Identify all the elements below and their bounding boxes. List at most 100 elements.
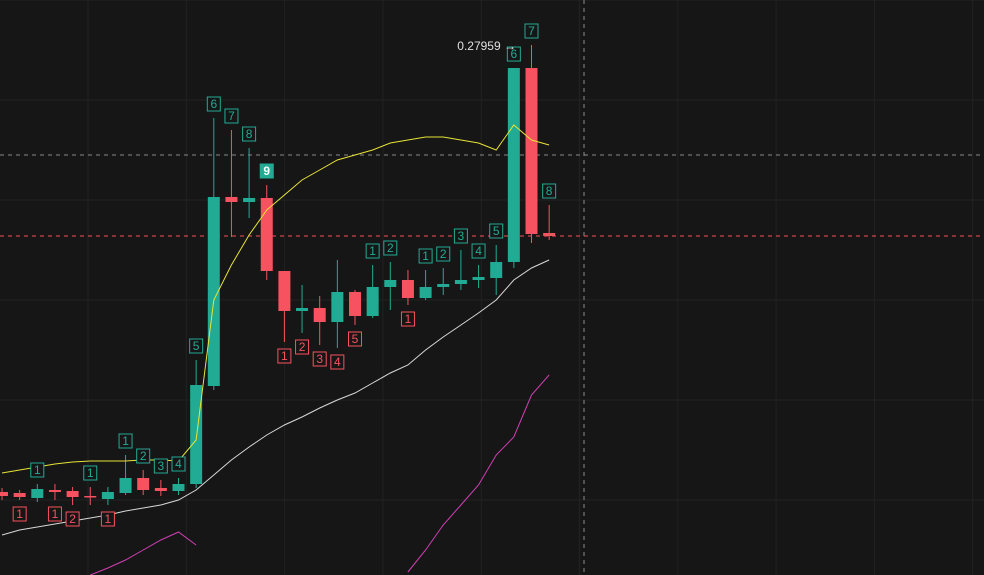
candle-body <box>13 493 26 497</box>
setup-label: 2 <box>69 512 76 526</box>
setup-label: 1 <box>122 434 129 448</box>
setup-box <box>277 348 292 364</box>
setup-box <box>47 506 62 522</box>
setup-label: 3 <box>458 229 465 243</box>
candle-body <box>507 68 520 263</box>
candle-body <box>137 478 150 490</box>
setup-label: 7 <box>228 109 235 123</box>
setup-box <box>542 183 557 199</box>
setup-label: 1 <box>105 512 112 526</box>
setup-label: 3 <box>316 352 323 366</box>
setup-box <box>312 351 327 367</box>
setup-box <box>383 240 398 256</box>
setup-box <box>153 458 168 474</box>
candle-body <box>225 197 238 202</box>
setup-label: 7 <box>528 24 535 38</box>
candle-body <box>296 308 309 311</box>
candle-body <box>454 280 467 284</box>
candle-body <box>278 271 291 311</box>
setup-box <box>118 433 133 449</box>
indicator-line <box>1 124 550 474</box>
setup-label: 6 <box>210 97 217 111</box>
setup-label: 8 <box>246 127 253 141</box>
setup-label: 8 <box>546 184 553 198</box>
candle-body <box>66 491 79 497</box>
setup-label: 1 <box>369 244 376 258</box>
setup-label: 2 <box>387 241 394 255</box>
setup-box <box>100 511 115 527</box>
setup-box <box>330 354 345 370</box>
setup-box <box>65 511 80 527</box>
setup-box <box>365 243 380 259</box>
setup-box <box>418 248 433 264</box>
setup-box <box>83 465 98 481</box>
candle-body <box>331 292 344 322</box>
setup-label: 9 <box>263 164 270 178</box>
candle-body <box>384 280 397 287</box>
setup-box <box>12 506 27 522</box>
setup-box <box>224 108 239 124</box>
candle-body <box>172 484 185 491</box>
setup-label: 3 <box>158 459 165 473</box>
setup-label: 5 <box>193 339 200 353</box>
candle-body <box>119 478 132 493</box>
setup-label: 6 <box>511 47 518 61</box>
candle-body <box>84 496 97 498</box>
setup-label: 4 <box>475 244 482 258</box>
setup-label: 1 <box>16 507 23 521</box>
setup-box <box>436 246 451 262</box>
candle-body <box>0 492 8 496</box>
candle-body <box>154 488 167 491</box>
setup-box <box>189 338 204 354</box>
setup-label: 1 <box>34 463 41 477</box>
setup-label: 1 <box>422 249 429 263</box>
indicator-line <box>90 374 550 575</box>
candle-body <box>525 68 538 235</box>
setup-label: 4 <box>175 457 182 471</box>
setup-box <box>259 163 274 179</box>
setup-label: 4 <box>334 355 341 369</box>
setup-box <box>136 448 151 464</box>
setup-box <box>506 46 521 62</box>
candle-body <box>349 292 361 316</box>
setup-label: 2 <box>440 247 447 261</box>
setup-box <box>489 223 504 239</box>
setup-label: 2 <box>299 340 306 354</box>
candle-body <box>207 197 220 386</box>
candle-body <box>543 233 556 236</box>
setup-label: 1 <box>52 507 59 521</box>
setup-box <box>400 311 415 327</box>
candle-body <box>401 280 414 298</box>
setup-box <box>171 456 186 472</box>
candle-body <box>31 489 44 498</box>
candle-body <box>101 492 114 499</box>
setup-label: 1 <box>405 312 412 326</box>
candle-body <box>472 277 485 280</box>
setup-box <box>242 126 257 142</box>
candle-body <box>437 284 450 287</box>
candle-body <box>490 262 503 278</box>
setup-box <box>30 462 45 478</box>
candle-body <box>190 385 203 484</box>
setup-label: 2 <box>140 449 147 463</box>
setup-box <box>524 23 539 39</box>
setup-label: 5 <box>352 332 359 346</box>
candle-body <box>243 198 256 202</box>
price-label: 0.27959 → <box>457 39 516 53</box>
candle-body <box>366 287 379 316</box>
setup-label: 1 <box>87 466 94 480</box>
setup-label: 5 <box>493 224 500 238</box>
setup-box <box>295 339 310 355</box>
setup-box <box>206 96 221 112</box>
setup-box <box>348 331 362 347</box>
setup-box <box>471 243 486 259</box>
candle-body <box>419 287 432 298</box>
indicator-line <box>1 259 550 536</box>
setup-label: 1 <box>281 349 288 363</box>
candle-body <box>260 198 273 271</box>
candle-body <box>313 308 326 322</box>
candle-body <box>48 490 61 492</box>
